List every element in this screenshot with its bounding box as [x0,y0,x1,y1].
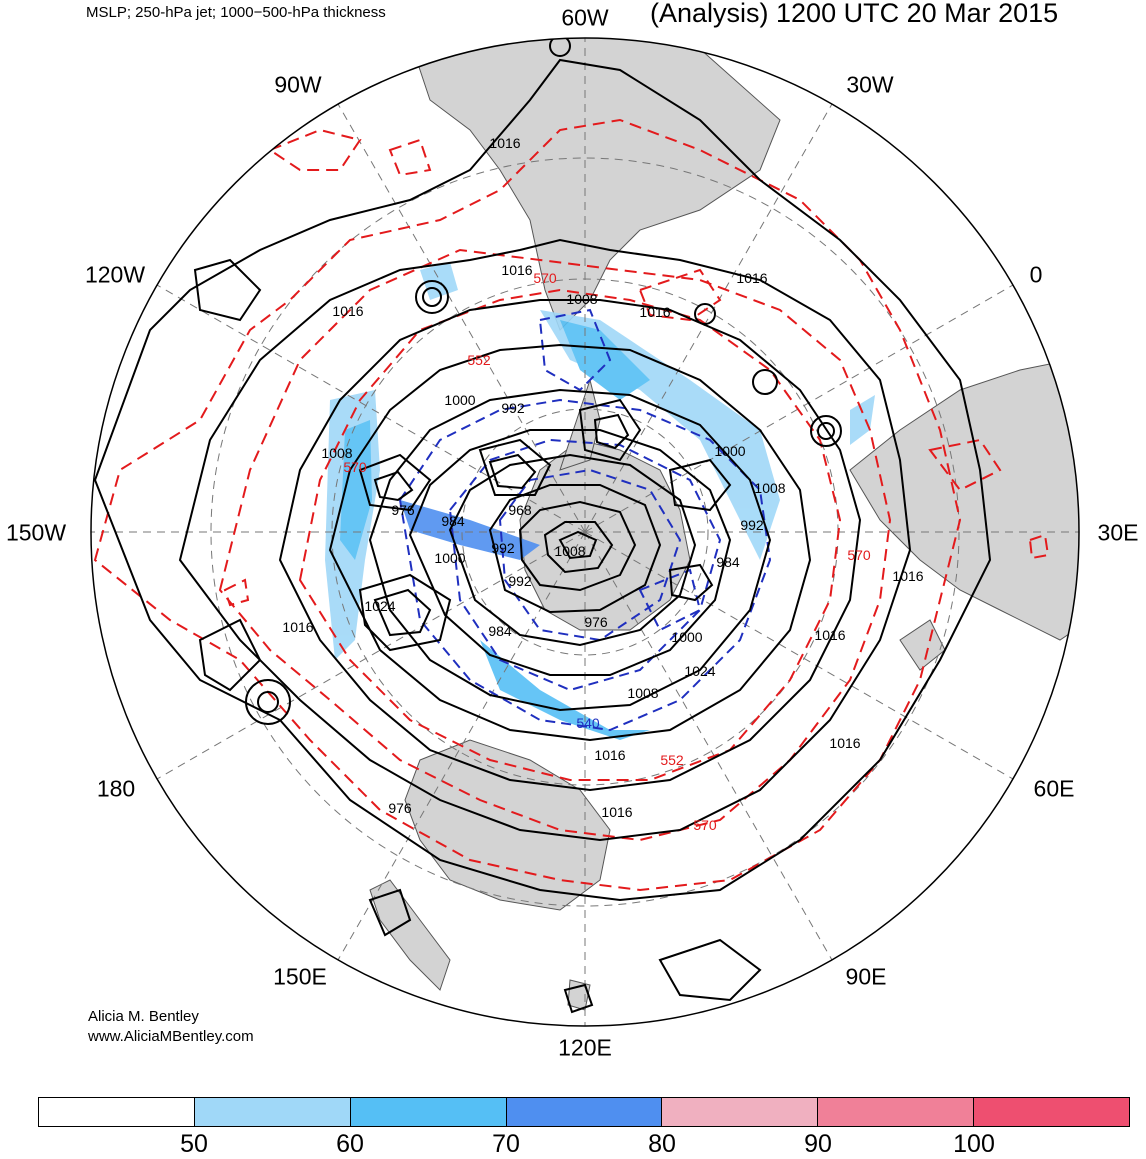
jet-streak-circumpolar [400,500,540,560]
mslp-label-group: 1016 1016 1008 1016 1016 1016 1000 992 1… [282,135,923,820]
map-border [90,37,1080,1027]
mslp-label: 1000 [444,392,475,408]
mslp-label: 1008 [554,543,585,559]
jet-streak-eastpacific [420,262,458,300]
mslp-label: 1016 [501,262,532,278]
mslp-label: 1016 [736,270,767,286]
jet-shading [325,262,875,740]
colorbar-tick-label: 80 [648,1130,676,1158]
thickness-label: 552 [467,352,491,368]
valid-time-title: (Analysis) 1200 UTC 20 Mar 2015 [650,0,1059,28]
colorbar-tick-label: 100 [953,1130,995,1158]
author-credit: Alicia M. Bentley [88,1008,199,1025]
lon-label-30w: 30W [846,71,894,98]
mslp-label: 968 [508,502,532,518]
lon-label-60e: 60E [1033,775,1075,802]
mslp-label: 984 [488,623,512,639]
lon-label-180: 180 [96,775,136,802]
lon-label-30e: 30E [1097,519,1139,546]
colorbar-tick-label: 50 [180,1130,208,1158]
mslp-label: 1016 [332,303,363,319]
thickness-label: 570 [533,270,557,286]
thickness-label: 570 [343,459,367,475]
mslp-label: 1016 [892,568,923,584]
mslp-label: 976 [391,502,415,518]
colorbar-tick-label: 90 [804,1130,832,1158]
jet-streak-indian [480,640,650,740]
mslp-label: 1016 [829,735,860,751]
mslp-label: 1008 [321,445,352,461]
mslp-label: 1000 [434,550,465,566]
mslp-label: 1008 [566,291,597,307]
colorbar-tick-label: 60 [336,1130,364,1158]
jet-speed-colorbar [38,1097,1130,1127]
mslp-label: 1000 [671,629,702,645]
lon-label-120w: 120W [84,261,146,288]
mslp-label: 976 [388,800,412,816]
mslp-label: 1016 [282,619,313,635]
mslp-isobars [93,38,992,1014]
colorbar-segment [39,1098,195,1126]
mslp-label: 984 [716,554,740,570]
polar-map: 1016 1016 1008 1016 1016 1016 1000 992 1… [90,37,1080,1027]
lon-label-90w: 90W [274,71,322,98]
mslp-label: 976 [584,614,608,630]
thickness-label-group: 570 552 570 570 540 552 570 [343,270,871,833]
lon-label-150e: 150E [273,963,327,990]
mslp-label: 992 [491,540,515,556]
mslp-label: 1008 [754,480,785,496]
lon-label-150w: 150W [5,519,67,546]
mslp-label: 1008 [627,685,658,701]
mslp-label: 1024 [364,598,395,614]
jet-streak-drake-core [560,320,650,400]
thickness-label: 570 [847,547,871,563]
colorbar-segment [194,1098,351,1126]
mslp-label: 1024 [684,663,715,679]
jet-streak-atlantic [850,395,875,445]
africa-land [849,359,1079,641]
lon-label-120e: 120E [558,1034,612,1061]
new-zealand-land [369,879,451,991]
south-america-land [409,38,781,331]
colorbar-segment [506,1098,663,1126]
colorbar-segment [350,1098,507,1126]
mslp-label: 1016 [814,627,845,643]
mslp-label: 1016 [489,135,520,151]
website-credit: www.AliciaMBentley.com [88,1028,254,1045]
lon-label-90e: 90E [845,963,887,990]
thickness-label: 540 [576,715,600,731]
thickness-label: 570 [693,817,717,833]
mslp-label: 1016 [594,747,625,763]
thickness-label: 552 [660,752,684,768]
colorbar-tick-label: 70 [492,1130,520,1158]
lon-label-0: 0 [1029,261,1043,288]
lon-label-60w: 60W [561,4,609,31]
mslp-label: 1016 [601,804,632,820]
colorbar-segment [818,1098,975,1126]
mslp-label: 984 [441,513,465,529]
jet-streak-pacific-core [340,420,372,560]
mslp-label: 992 [740,517,764,533]
mslp-label: 992 [508,573,532,589]
colorbar-segment [974,1098,1130,1126]
thickness-contours-warm [93,118,1050,892]
product-title: MSLP; 250-hPa jet; 1000−500-hPa thicknes… [86,4,386,21]
mslp-label: 992 [501,400,525,416]
mslp-label: 1000 [714,443,745,459]
mslp-label: 1016 [639,304,670,320]
colorbar-segment [662,1098,819,1126]
